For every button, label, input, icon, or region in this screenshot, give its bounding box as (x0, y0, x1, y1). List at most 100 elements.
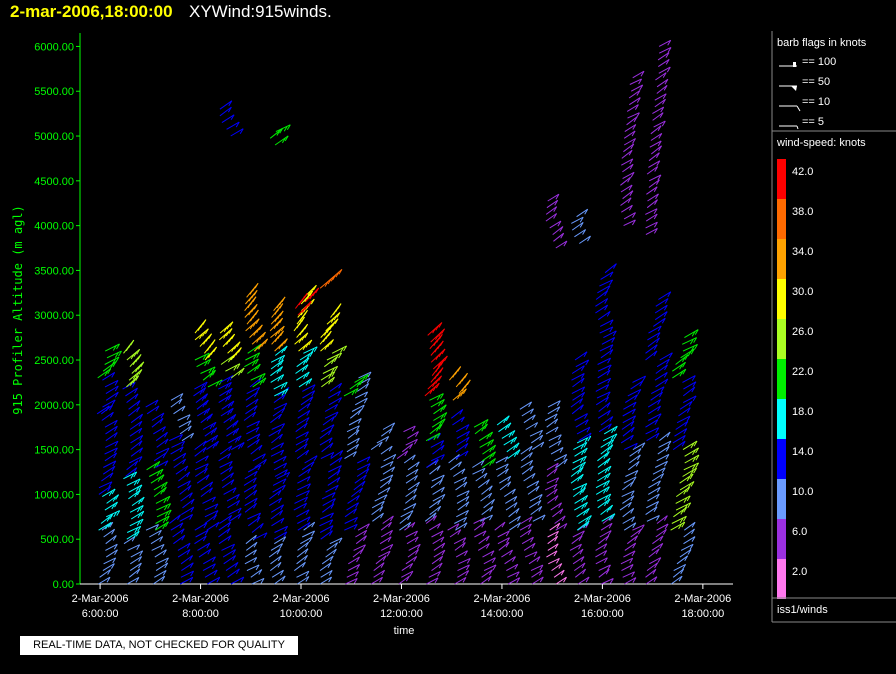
wind-barb-flag (531, 473, 536, 479)
wind-barb (645, 568, 657, 578)
wind-barb-flag (225, 383, 229, 390)
wind-barb (105, 440, 119, 448)
wind-barb-flag (653, 208, 658, 214)
wind-barb (181, 562, 194, 572)
wind-barb (98, 485, 111, 495)
wind-barb (547, 193, 560, 202)
wind-barb-flag (461, 468, 466, 475)
wind-profile (396, 425, 421, 585)
wind-barb (101, 472, 114, 482)
barb-legend-title: barb flags in knots (777, 37, 867, 49)
wind-barb-flag (605, 535, 610, 541)
wind-barb (545, 206, 557, 215)
wind-barb-flag (655, 193, 659, 200)
wind-profile (519, 401, 546, 585)
wind-barb (194, 440, 207, 451)
wind-barb (207, 576, 221, 585)
wind-barb-flag (612, 330, 617, 337)
wind-barb-flag (200, 322, 204, 328)
wind-barb-flag (179, 393, 184, 399)
wind-barb (321, 424, 335, 433)
wind-barb-flag (553, 484, 558, 490)
wind-barb-flag (213, 514, 217, 521)
wind-barb (672, 568, 685, 578)
wind-barb-flag (607, 378, 612, 384)
wind-barb-flag (687, 483, 692, 489)
wind-barb (683, 528, 695, 538)
wind-barb-flag (606, 446, 611, 452)
wind-barb-flag (135, 366, 139, 373)
wind-barb (546, 488, 558, 498)
wind-barb (426, 577, 439, 585)
wind-barb (104, 452, 117, 462)
wind-barb (122, 381, 136, 390)
wind-barb (498, 541, 510, 551)
wind-barb-flag (606, 285, 611, 291)
wind-barb (624, 542, 636, 551)
wind-barb-flag (154, 399, 159, 406)
wind-barb-flag (437, 499, 442, 506)
wind-barb-flag (436, 337, 441, 343)
wind-barb-flag (278, 497, 283, 504)
wind-barb (220, 407, 234, 417)
wind-barb-flag (256, 433, 261, 440)
wind-barb (269, 127, 284, 139)
wind-barb (321, 376, 335, 388)
wind-barb-flag (253, 557, 258, 563)
wind-barb (296, 570, 310, 578)
wind-barb (380, 445, 393, 455)
wind-barb-flag (257, 464, 262, 471)
wind-barb (598, 402, 611, 412)
wind-barb-flag (206, 542, 211, 549)
wind-barb (456, 495, 470, 504)
wind-barb-flag (280, 569, 284, 576)
wind-barb (271, 423, 285, 430)
wind-barb-flag (529, 460, 534, 466)
wind-barb (226, 420, 239, 430)
wind-barb-flag (603, 460, 608, 466)
wind-barb (270, 366, 283, 377)
wind-barb (298, 378, 313, 388)
wind-barb-flag (139, 505, 144, 511)
wind-barb-flag (279, 543, 284, 549)
wind-barb (202, 563, 216, 572)
wind-barb-flag (530, 536, 534, 543)
wind-barb (194, 447, 207, 457)
wind-barb-flag (359, 487, 363, 494)
wind-barb-flag (109, 404, 113, 411)
wind-barb-flag (230, 479, 235, 485)
wind-barb-flag (186, 414, 191, 420)
x-tick-label-date: 2-Mar-2006 (574, 593, 631, 605)
wind-barb-flag (305, 371, 310, 378)
wind-barb-flag (437, 343, 442, 350)
wind-barb-flag (112, 535, 117, 541)
wind-barb (244, 470, 258, 480)
wind-barb-flag (311, 390, 316, 396)
wind-barb (553, 232, 565, 242)
wind-barb (577, 576, 590, 585)
wind-barb (246, 564, 260, 572)
wind-barb-flag (262, 459, 267, 465)
wind-barb (597, 472, 611, 482)
wind-barb-flag (662, 72, 667, 78)
wind-barb-flag (114, 501, 118, 508)
wind-barb (508, 515, 521, 524)
wind-barb (473, 419, 489, 428)
wind-barb-flag (227, 106, 232, 113)
wind-barb-flag (199, 389, 204, 395)
wind-barb (355, 535, 367, 545)
wind-barb-flag (556, 522, 561, 529)
wind-barb-flag (687, 549, 692, 555)
wind-barb-flag (203, 381, 208, 388)
wind-barb-flag (666, 66, 671, 73)
wind-barb (656, 453, 670, 462)
wind-barb-flag (380, 562, 385, 568)
wind-barb-flag (528, 445, 533, 452)
wind-barb-flag (434, 577, 439, 584)
wind-barb-flag (583, 522, 588, 529)
wind-barb (220, 354, 235, 365)
wind-barb (682, 395, 697, 404)
wind-profile (193, 319, 223, 585)
wind-barb (129, 420, 143, 430)
wind-barb-flag (136, 568, 141, 575)
